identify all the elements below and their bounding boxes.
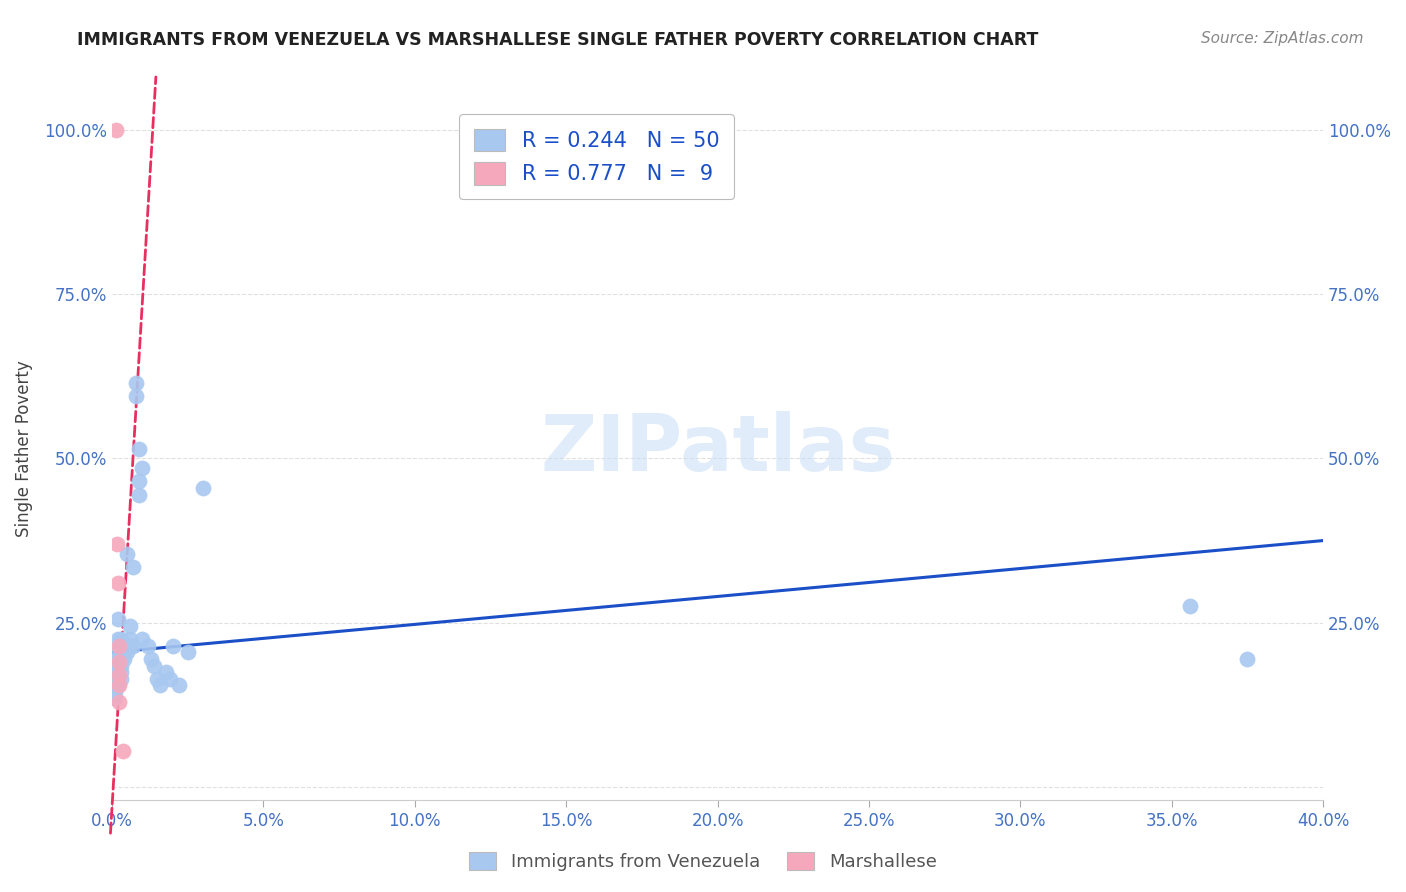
Point	[110, 672, 132, 686]
Point	[143, 658, 166, 673]
Legend: R = 0.244   N = 50, R = 0.777   N =  9: R = 0.244 N = 50, R = 0.777 N = 9	[460, 114, 734, 199]
Point	[107, 672, 129, 686]
Point	[110, 639, 132, 653]
Point	[112, 639, 135, 653]
Point	[107, 658, 129, 673]
Point	[107, 652, 129, 666]
Point	[122, 559, 145, 574]
Point	[167, 678, 190, 692]
Point	[131, 632, 153, 647]
Point	[112, 645, 135, 659]
Point	[191, 481, 214, 495]
Point	[107, 632, 129, 647]
Point	[104, 685, 127, 699]
Text: Source: ZipAtlas.com: Source: ZipAtlas.com	[1201, 31, 1364, 46]
Point	[176, 645, 198, 659]
Point	[122, 639, 145, 653]
Point	[110, 665, 132, 679]
Point	[112, 652, 135, 666]
Point	[110, 645, 132, 659]
Point	[115, 645, 138, 659]
Point	[120, 619, 142, 633]
Point	[115, 639, 138, 653]
Point	[107, 668, 129, 682]
Point	[141, 652, 163, 666]
Point	[110, 652, 132, 666]
Point	[128, 475, 150, 489]
Point	[107, 645, 129, 659]
Y-axis label: Single Father Poverty: Single Father Poverty	[15, 360, 32, 537]
Point	[115, 547, 138, 561]
Point	[125, 376, 148, 390]
Point	[128, 487, 150, 501]
Point	[120, 639, 142, 653]
Point	[1236, 652, 1258, 666]
Point	[104, 691, 127, 706]
Point	[107, 655, 129, 669]
Text: IMMIGRANTS FROM VENEZUELA VS MARSHALLESE SINGLE FATHER POVERTY CORRELATION CHART: IMMIGRANTS FROM VENEZUELA VS MARSHALLESE…	[77, 31, 1039, 49]
Point	[149, 678, 172, 692]
Point	[107, 678, 129, 692]
Text: ZIPatlas: ZIPatlas	[540, 410, 896, 486]
Point	[107, 639, 129, 653]
Point	[125, 389, 148, 403]
Point	[107, 695, 129, 709]
Point	[155, 665, 177, 679]
Point	[107, 537, 129, 551]
Point	[107, 678, 129, 692]
Point	[104, 122, 127, 136]
Point	[104, 678, 127, 692]
Point	[146, 672, 169, 686]
Point	[104, 665, 127, 679]
Point	[131, 461, 153, 475]
Point	[110, 658, 132, 673]
Point	[110, 632, 132, 647]
Point	[120, 632, 142, 647]
Point	[136, 639, 159, 653]
Point	[107, 665, 129, 679]
Point	[1178, 599, 1201, 614]
Point	[107, 576, 129, 591]
Point	[159, 672, 181, 686]
Point	[107, 612, 129, 626]
Point	[162, 639, 184, 653]
Legend: Immigrants from Venezuela, Marshallese: Immigrants from Venezuela, Marshallese	[463, 845, 943, 879]
Point	[128, 442, 150, 456]
Point	[111, 744, 134, 758]
